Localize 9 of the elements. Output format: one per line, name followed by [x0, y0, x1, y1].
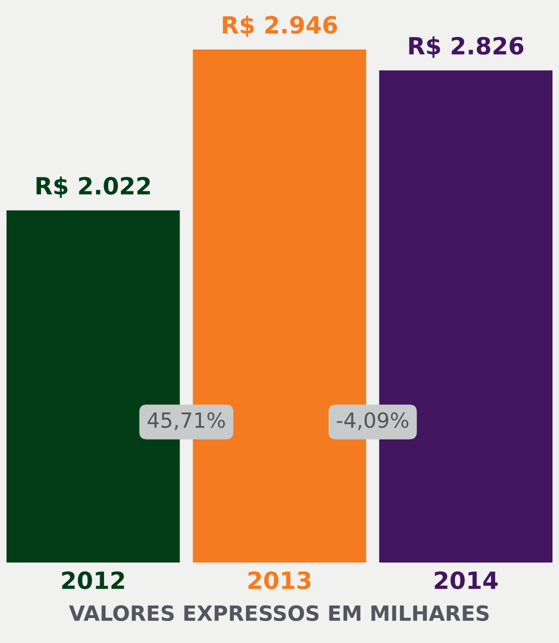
data-label: R$ 2.022 [36, 176, 150, 198]
x-tick-label: 2012 [62, 571, 124, 590]
data-label: R$ 2.826 [409, 36, 524, 58]
x-tick-label: 2014 [434, 571, 498, 590]
annotation: -4,09% [336, 412, 408, 430]
x-tick-label: 2013 [248, 571, 310, 590]
data-label: R$ 2.946 [222, 16, 337, 37]
x-axis-title: VALORES EXPRESSOS EM MILHARES [68, 605, 489, 622]
annotation: 45,71% [148, 412, 225, 430]
